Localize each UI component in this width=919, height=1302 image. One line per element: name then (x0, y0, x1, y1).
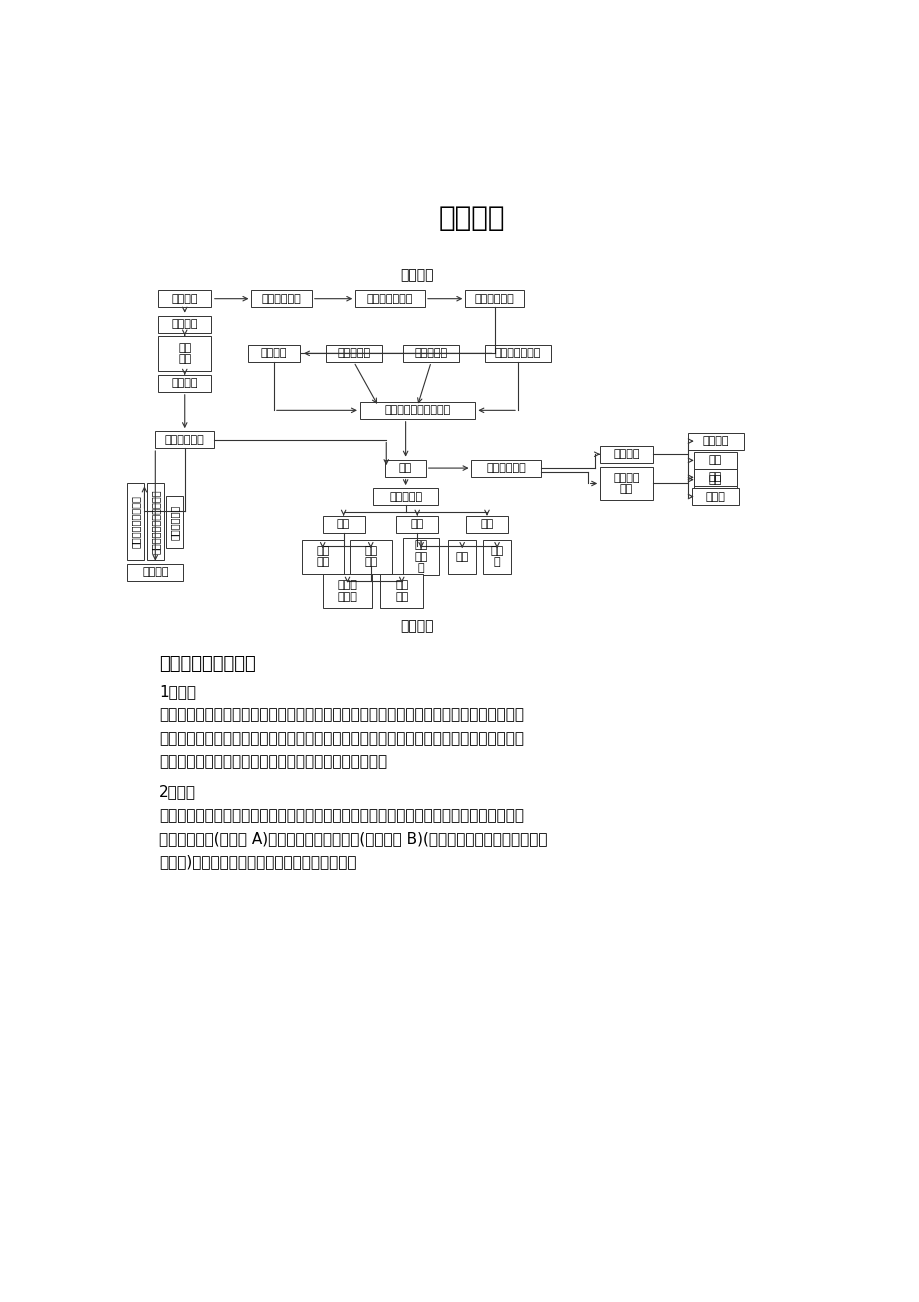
FancyBboxPatch shape (385, 460, 425, 477)
Text: 单圈环流: 单圈环流 (171, 319, 198, 329)
FancyBboxPatch shape (127, 564, 183, 581)
Text: 热力环流: 热力环流 (260, 349, 287, 358)
FancyBboxPatch shape (693, 471, 736, 488)
Text: 大气的垂直运动: 大气的垂直运动 (367, 294, 413, 303)
Text: 常见天气系统: 常见天气系统 (486, 464, 526, 473)
FancyBboxPatch shape (323, 516, 364, 533)
Text: 之一，我国全年都受锋面气旋的影响，春秋季更为常见。: 之一，我国全年都受锋面气旋的影响，春秋季更为常见。 (159, 754, 387, 768)
FancyBboxPatch shape (147, 483, 164, 560)
Text: 北半球冬、夏季气压中心: 北半球冬、夏季气压中心 (150, 490, 160, 555)
FancyBboxPatch shape (465, 290, 524, 307)
FancyBboxPatch shape (403, 538, 438, 575)
Text: 为后方)。南半球的锋面气旋呈顺时针辐合旋转。: 为后方)。南半球的锋面气旋呈顺时针辐合旋转。 (159, 854, 357, 868)
Text: 海陆分布: 海陆分布 (142, 568, 168, 577)
FancyBboxPatch shape (599, 466, 652, 500)
Text: 气旋和反
气旋: 气旋和反 气旋 (613, 473, 639, 495)
Text: 大气: 大气 (399, 464, 412, 473)
FancyBboxPatch shape (158, 290, 210, 307)
Text: 章末整合: 章末整合 (437, 204, 505, 232)
Text: 自然
原因: 自然 原因 (316, 546, 329, 568)
Text: 地面气旋一般与锋面联系，称为锋面气旋。它是由冷暖空气共同组成的具有锋面的气旋，主: 地面气旋一般与锋面联系，称为锋面气旋。它是由冷暖空气共同组成的具有锋面的气旋，主 (159, 707, 524, 723)
Text: 气压带和风带: 气压带和风带 (165, 435, 204, 444)
Text: 地球
自转: 地球 自转 (178, 342, 191, 365)
Text: 要活动在中纬度地区，尤其是温带地区，因而也称为温带气旋。是影响我国的常见天气系统: 要活动在中纬度地区，尤其是温带地区，因而也称为温带气旋。是影响我国的常见天气系统 (159, 730, 524, 746)
FancyBboxPatch shape (158, 336, 210, 371)
FancyBboxPatch shape (251, 290, 312, 307)
Text: 对气候的影响: 对气候的影响 (169, 504, 179, 539)
FancyBboxPatch shape (373, 488, 437, 505)
FancyBboxPatch shape (380, 574, 423, 608)
FancyBboxPatch shape (359, 402, 474, 419)
FancyBboxPatch shape (158, 375, 210, 392)
FancyBboxPatch shape (349, 540, 391, 574)
Text: 海平
面上
升: 海平 面上 升 (414, 540, 427, 573)
Text: 1．概念: 1．概念 (159, 685, 196, 699)
FancyBboxPatch shape (325, 345, 381, 362)
Text: 2．天气: 2．天气 (159, 785, 196, 799)
FancyBboxPatch shape (471, 460, 540, 477)
Text: 排放温
室气体: 排放温 室气体 (337, 581, 357, 602)
Text: 破坏
植被: 破坏 植被 (394, 581, 408, 602)
Text: 影响: 影响 (410, 519, 424, 530)
FancyBboxPatch shape (693, 452, 736, 469)
FancyBboxPatch shape (127, 483, 144, 560)
FancyBboxPatch shape (158, 315, 210, 332)
FancyBboxPatch shape (396, 516, 437, 533)
Text: 网络构建: 网络构建 (400, 268, 434, 283)
FancyBboxPatch shape (247, 345, 300, 362)
Text: 伸展一条暖锋(如图中 A)，向后方伸展一条冷锋(如图中的 B)(气旋的前进方向为前方，反之: 伸展一条暖锋(如图中 A)，向后方伸展一条冷锋(如图中的 B)(气旋的前进方向为… (159, 831, 547, 846)
FancyBboxPatch shape (693, 469, 736, 486)
Text: 地面冷热不均: 地面冷热不均 (262, 294, 301, 303)
FancyBboxPatch shape (687, 432, 743, 449)
Text: 气旋: 气旋 (709, 473, 721, 482)
Text: 准静止锋: 准静止锋 (701, 436, 728, 447)
Text: 一、锋面气旋与天气: 一、锋面气旋与天气 (159, 655, 255, 673)
Text: 气候的变化: 气候的变化 (389, 492, 422, 501)
FancyBboxPatch shape (355, 290, 425, 307)
Text: 锋与天气: 锋与天气 (613, 449, 639, 460)
FancyBboxPatch shape (485, 345, 550, 362)
FancyBboxPatch shape (323, 574, 372, 608)
FancyBboxPatch shape (448, 540, 476, 574)
Text: 水循
环: 水循 环 (490, 546, 504, 568)
Text: 暖锋: 暖锋 (709, 475, 721, 484)
Text: 地面摩擦力: 地面摩擦力 (336, 349, 369, 358)
Text: 三圈环流: 三圈环流 (171, 379, 198, 388)
Text: 地转偏向力: 地转偏向力 (414, 349, 448, 358)
Text: 原因: 原因 (336, 519, 350, 530)
Text: 对策: 对策 (480, 519, 494, 530)
Text: 人为
原因: 人为 原因 (364, 546, 377, 568)
FancyBboxPatch shape (155, 431, 214, 448)
FancyBboxPatch shape (692, 488, 738, 505)
FancyBboxPatch shape (301, 540, 344, 574)
Text: 农业: 农业 (455, 552, 469, 561)
FancyBboxPatch shape (403, 345, 459, 362)
Text: 反气旋: 反气旋 (705, 492, 725, 501)
Text: 水平气压梯度力: 水平气压梯度力 (494, 349, 540, 358)
FancyBboxPatch shape (166, 496, 183, 548)
FancyBboxPatch shape (599, 445, 652, 462)
FancyBboxPatch shape (466, 516, 507, 533)
FancyBboxPatch shape (482, 540, 510, 574)
Text: 水平气压差异: 水平气压差异 (474, 294, 514, 303)
Text: 北半球的锋面气旋水平气流是一个呈逆时针辐合旋转的旋涡，中心气压最低，自中心向前方: 北半球的锋面气旋水平气流是一个呈逆时针辐合旋转的旋涡，中心气压最低，自中心向前方 (159, 807, 524, 823)
Text: 气压带和风带的形成: 气压带和风带的形成 (130, 496, 141, 548)
Text: 大气的水平运动（风）: 大气的水平运动（风） (384, 405, 450, 415)
Text: 整合提升: 整合提升 (400, 618, 434, 633)
Text: 冷锋: 冷锋 (709, 456, 721, 465)
Text: 太阳辐射: 太阳辐射 (171, 294, 198, 303)
